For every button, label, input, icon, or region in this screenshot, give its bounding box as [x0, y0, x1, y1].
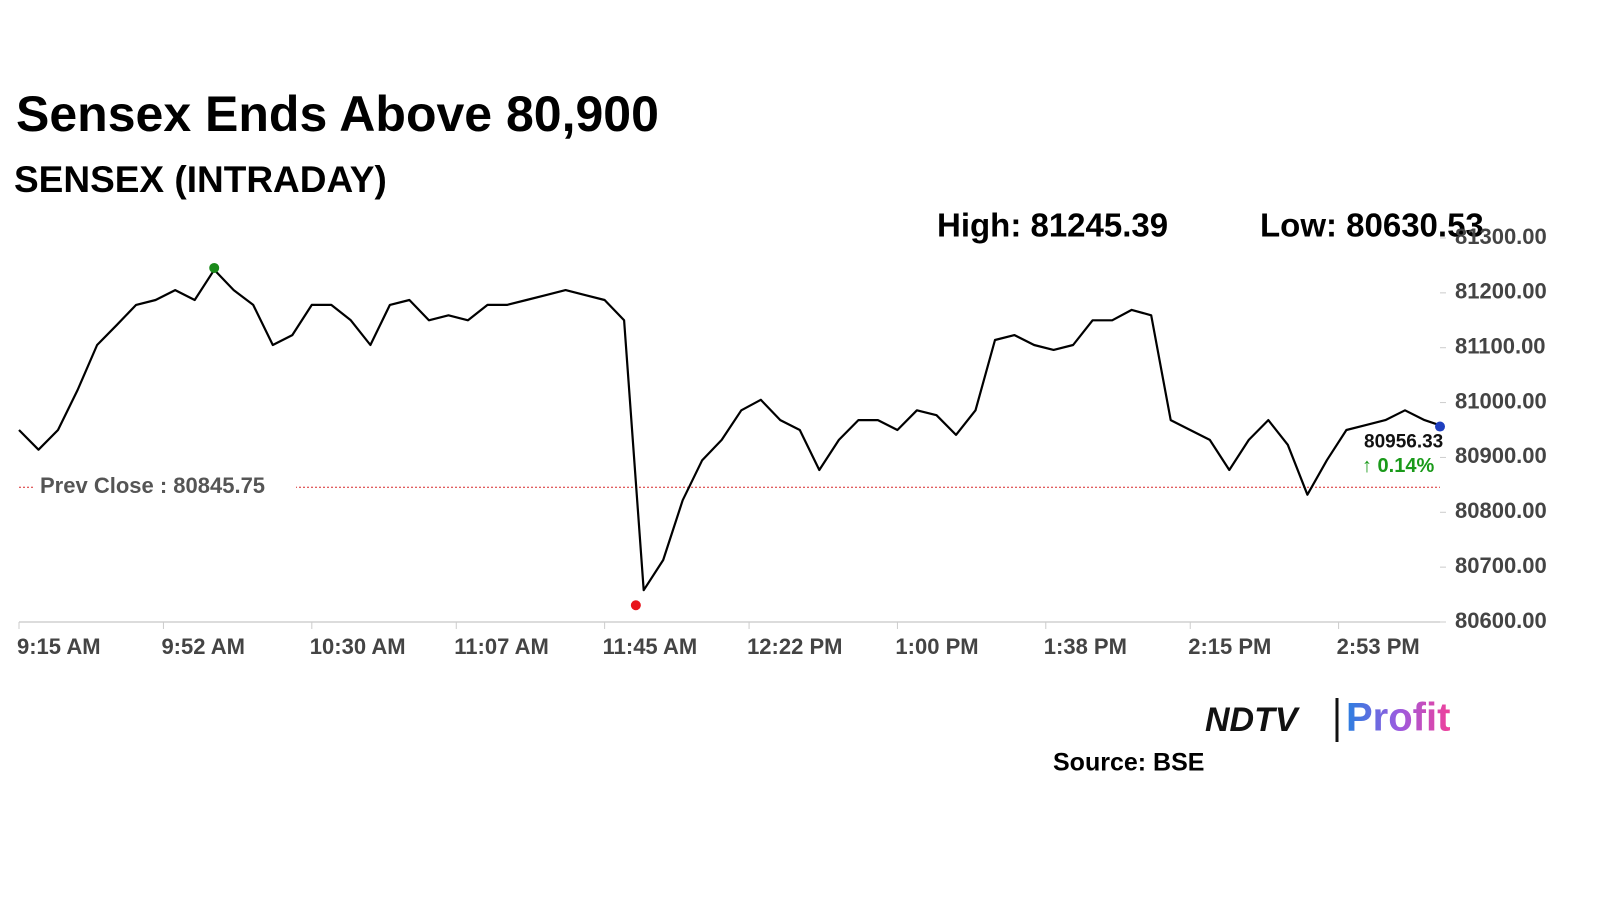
low-label: Low: 80630.53	[1260, 207, 1484, 244]
y-tick-label: 80700.00	[1455, 553, 1547, 578]
y-tick-label: 81200.00	[1455, 279, 1547, 304]
y-tick-label: 81300.00	[1455, 224, 1547, 249]
high-label: High: 81245.39	[937, 207, 1168, 244]
x-tick-label: 2:53 PM	[1337, 634, 1420, 659]
last-marker	[1435, 421, 1445, 432]
high-marker	[209, 262, 220, 273]
x-tick-label: 2:15 PM	[1188, 634, 1271, 659]
x-tick-label: 9:15 AM	[17, 634, 101, 659]
change-label: ↑ 0.14%	[1362, 455, 1434, 477]
prev-close-label: Prev Close : 80845.75	[40, 473, 265, 498]
chart-subtitle: SENSEX (INTRADAY)	[14, 159, 387, 200]
source: Source: BSE	[1053, 749, 1204, 777]
chart-title: Sensex Ends Above 80,900	[16, 86, 659, 142]
prev-close-bg	[34, 473, 296, 502]
y-tick-label: 80900.00	[1455, 443, 1547, 468]
x-tick-label: 11:45 AM	[603, 634, 698, 659]
price-line	[18, 268, 1445, 592]
x-tick-label: 11:07 AM	[454, 634, 549, 659]
x-tick-label: 1:00 PM	[895, 634, 978, 659]
x-tick-label: 10:30 AM	[310, 634, 406, 659]
y-tick-label: 80600.00	[1455, 608, 1547, 633]
x-tick-label: 12:22 PM	[747, 634, 842, 659]
last-price: 80956.33	[1364, 432, 1443, 453]
x-tick-label: 1:38 PM	[1044, 634, 1127, 659]
low-marker	[630, 600, 641, 611]
y-tick-label: 81100.00	[1455, 334, 1546, 359]
x-tick-label: 9:52 AM	[161, 634, 245, 659]
y-tick-label: 81000.00	[1455, 388, 1547, 413]
last-price-box	[1360, 428, 1440, 479]
y-tick-label: 80800.00	[1455, 498, 1547, 523]
logo-left: NDTV	[1205, 701, 1301, 739]
logo-right: Profit	[1346, 696, 1450, 740]
